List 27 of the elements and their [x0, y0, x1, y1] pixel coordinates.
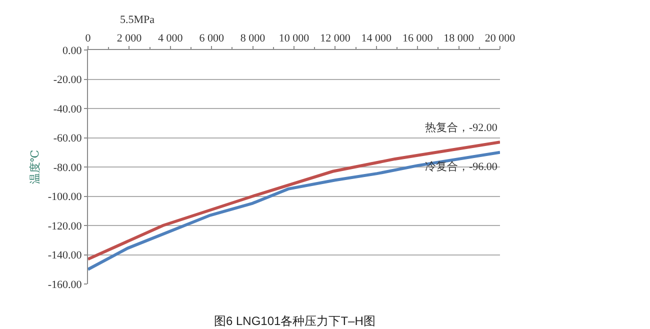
- x-tick-label: 2 000: [116, 32, 142, 45]
- y-tick-label: -160.00: [48, 278, 82, 291]
- y-tick-label: -40.00: [53, 103, 82, 116]
- y-tick-label: -20.00: [53, 74, 82, 86]
- y-tick-label: -140.00: [48, 250, 82, 262]
- line-series: [88, 140, 500, 261]
- x-tick-label: 16 000: [402, 32, 434, 45]
- caption: 图6 LNG101各种压力下T–H图: [214, 314, 376, 328]
- x-tick-label: 12 000: [320, 32, 351, 45]
- x-tick-label: 10 000: [278, 32, 310, 45]
- chart-title: 5.5MPa: [120, 14, 155, 26]
- series-label: 冷复合，-96.00: [425, 160, 498, 173]
- x-tick-label: 8 000: [240, 32, 266, 45]
- x-tick-label: 18 000: [444, 32, 474, 45]
- line-series: [88, 150, 500, 271]
- y-tick-label: -120.00: [48, 220, 82, 232]
- x-tick-label: 4 000: [158, 32, 184, 45]
- series-label: 热复合，-92.00: [425, 121, 498, 134]
- x-tick-label: 0: [85, 32, 92, 45]
- y-tick-label: -60.00: [53, 132, 82, 145]
- y-axis-title: 温度℃: [28, 150, 42, 184]
- y-tick-label: 0.00: [62, 44, 82, 57]
- x-tick-label: 20 000: [484, 32, 516, 45]
- y-tick-label: -100.00: [48, 191, 82, 204]
- y-tick-label: -80.00: [53, 162, 82, 174]
- x-tick-label: 6 000: [199, 32, 224, 45]
- x-tick-label: 14 000: [361, 32, 392, 45]
